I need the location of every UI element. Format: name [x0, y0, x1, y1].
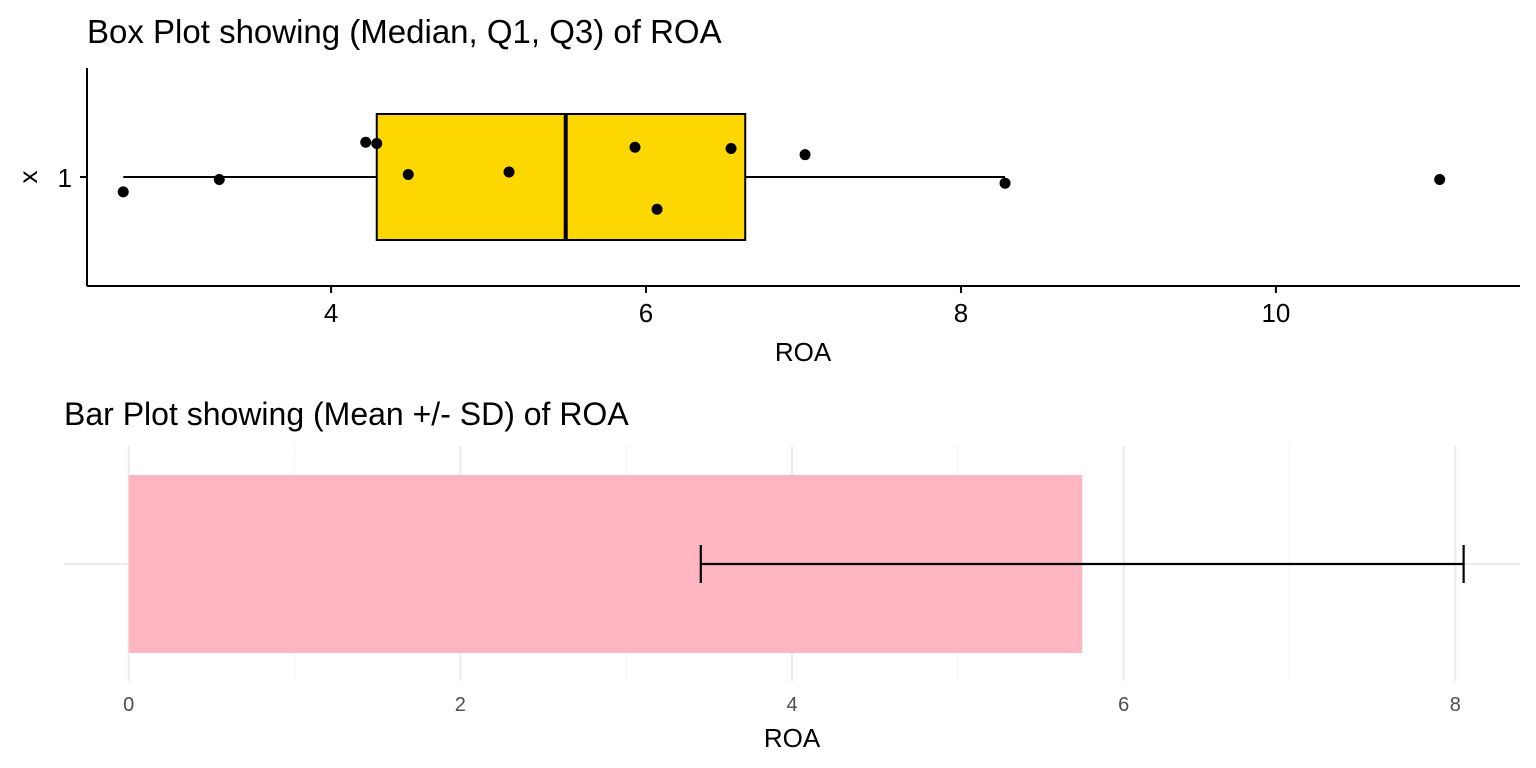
box-plot-y-axis-title: x: [13, 171, 43, 184]
bar-plot-x-tick-label: 6: [1118, 694, 1129, 716]
bar-plot-x-tick-label: 8: [1450, 694, 1461, 716]
box-plot-x-tick-label: 8: [954, 298, 968, 328]
box-plot-geometry: [123, 113, 1006, 241]
bar-plot-x-ticks: 0 2 4 6 8: [123, 694, 1461, 716]
box-plot-point: [360, 136, 372, 148]
box-plot-x-tick-label: 10: [1261, 298, 1290, 328]
box-plot-point: [725, 142, 737, 154]
bar-plot-x-tick-label: 0: [123, 694, 134, 716]
box-plot-point: [629, 141, 641, 153]
box-plot-point: [213, 173, 225, 185]
bar-plot-panel: Bar Plot showing (Mean +/- SD) of ROA 0 2…: [64, 396, 1520, 753]
box-plot-x-tick-label: 6: [639, 298, 653, 328]
box-plot-point: [1434, 173, 1446, 185]
bar-plot-x-tick-label: 4: [786, 694, 797, 716]
box-plot-point: [999, 177, 1011, 189]
box-plot-box: [375, 113, 747, 241]
box-plot-panel: Box Plot showing (Median, Q1, Q3) of ROA…: [13, 13, 1520, 367]
box-plot-x-axis-title: ROA: [775, 337, 832, 367]
box-plot-point: [402, 169, 414, 181]
box-plot-title: Box Plot showing (Median, Q1, Q3) of ROA: [87, 13, 722, 50]
box-plot-point: [371, 138, 383, 150]
bar-plot-title: Bar Plot showing (Mean +/- SD) of ROA: [64, 396, 629, 432]
box-plot-point: [799, 149, 811, 161]
box-plot-point: [503, 166, 515, 178]
box-plot-points: [117, 136, 1446, 215]
bar-plot-x-tick-label: 2: [455, 694, 466, 716]
box-plot-y-tick-label: 1: [58, 163, 72, 193]
box-plot-point: [117, 186, 129, 198]
box-plot-x-ticks: 4 6 8 10: [324, 286, 1290, 328]
box-plot-x-tick-label: 4: [324, 298, 338, 328]
bar-plot-error-bars: [699, 545, 1465, 583]
box-plot-point: [651, 203, 663, 215]
bar-plot-x-axis-title: ROA: [764, 723, 821, 753]
